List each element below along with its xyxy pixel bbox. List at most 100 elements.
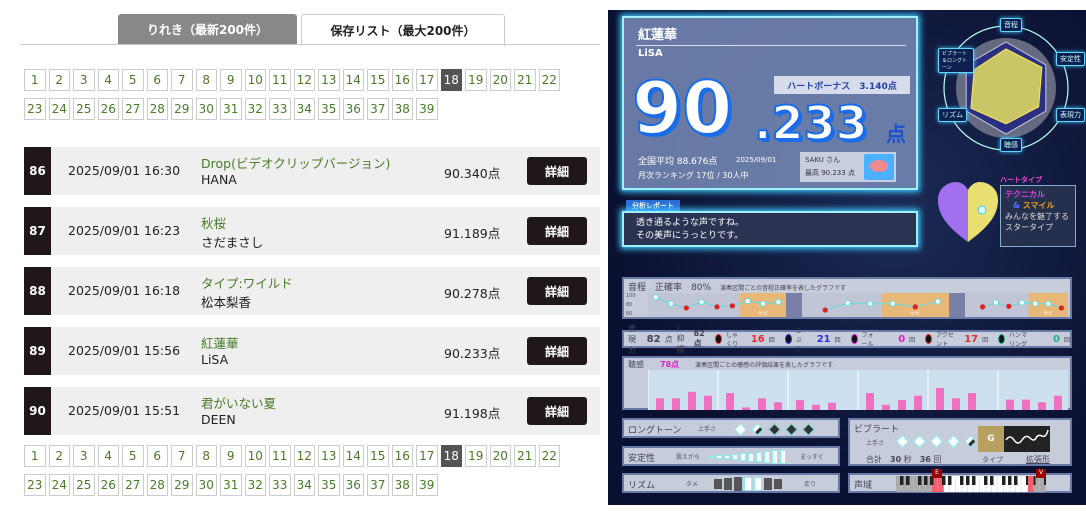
page-link[interactable]: 29 [171,98,193,120]
page-link[interactable]: 22 [538,69,560,91]
page-link[interactable]: 6 [146,445,168,467]
page-link[interactable]: 18 [440,69,462,91]
page-link[interactable]: 22 [538,445,560,467]
page-link[interactable]: 39 [416,98,438,120]
page-link[interactable]: 38 [391,474,413,496]
page-link[interactable]: 18 [440,445,462,467]
song-title-link[interactable]: タイプ:ワイルド [201,276,293,291]
page-link[interactable]: 17 [416,69,438,91]
page-link[interactable]: 17 [416,445,438,467]
page-link[interactable]: 12 [293,69,315,91]
page-link[interactable]: 36 [342,474,364,496]
page-link[interactable]: 30 [195,474,217,496]
piano-key [1022,476,1028,492]
page-link[interactable]: 10 [244,69,266,91]
page-link[interactable]: 26 [97,98,119,120]
piano-key [962,476,968,492]
detail-button[interactable]: 詳細 [527,397,587,425]
page-link[interactable]: 3 [73,445,95,467]
page-link[interactable]: 32 [244,98,266,120]
page-link[interactable]: 31 [220,98,242,120]
detail-button[interactable]: 詳細 [527,277,587,305]
song-title-link[interactable]: 秋桜 [201,216,227,231]
page-link[interactable]: 27 [122,98,144,120]
page-link[interactable]: 28 [146,474,168,496]
page-link[interactable]: 14 [342,69,364,91]
page-link[interactable]: 13 [318,69,340,91]
page-link[interactable]: 33 [269,98,291,120]
page-link[interactable]: 3 [73,69,95,91]
page-link[interactable]: 2 [48,69,70,91]
vibrato-total-label: 合計 [866,455,882,464]
page-link[interactable]: 20 [489,69,511,91]
table-row: 90 2025/09/01 15:51 君がいない夏 DEEN 91.198点 詳細 [24,387,600,435]
pitch-point [775,298,782,306]
detail-button[interactable]: 詳細 [527,157,587,185]
page-link[interactable]: 16 [391,69,413,91]
page-link[interactable]: 24 [48,98,70,120]
tab-saved-list[interactable]: 保存リスト（最大200件） [301,14,505,46]
page-link[interactable]: 11 [269,445,291,467]
page-link[interactable]: 16 [391,445,413,467]
page-link[interactable]: 19 [465,69,487,91]
page-link[interactable]: 5 [122,69,144,91]
listening-bar [688,391,696,410]
detail-button[interactable]: 詳細 [527,337,587,365]
page-link[interactable]: 2 [48,445,70,467]
page-link[interactable]: 35 [318,98,340,120]
page-link[interactable]: 27 [122,474,144,496]
page-link[interactable]: 7 [171,69,193,91]
page-link[interactable]: 13 [318,445,340,467]
page-link[interactable]: 33 [269,474,291,496]
page-link[interactable]: 31 [220,474,242,496]
page-link[interactable]: 37 [367,98,389,120]
page-link[interactable]: 15 [367,69,389,91]
page-link[interactable]: 34 [293,98,315,120]
page-link[interactable]: 37 [367,474,389,496]
page-link[interactable]: 11 [269,69,291,91]
page-link[interactable]: 8 [195,445,217,467]
page-link[interactable]: 20 [489,445,511,467]
page-link[interactable]: 8 [195,69,217,91]
page-link[interactable]: 26 [97,474,119,496]
page-link[interactable]: 9 [220,69,242,91]
vibrato-times: 36 [919,455,931,464]
rating-diamond [896,435,909,448]
page-link[interactable]: 21 [514,69,536,91]
song-title-link[interactable]: Drop(ビデオクリップバージョン) [201,156,391,171]
page-link[interactable]: 25 [73,474,95,496]
page-link[interactable]: 36 [342,98,364,120]
song-title-link[interactable]: 君がいない夏 [201,396,277,411]
page-link[interactable]: 23 [24,98,46,120]
page-link[interactable]: 38 [391,98,413,120]
piano-black-key [918,476,922,485]
page-link[interactable]: 21 [514,445,536,467]
page-link[interactable]: 32 [244,474,266,496]
page-link[interactable]: 5 [122,445,144,467]
page-link[interactable]: 12 [293,445,315,467]
page-link[interactable]: 9 [220,445,242,467]
page-link[interactable]: 23 [24,474,46,496]
page-link[interactable]: 14 [342,445,364,467]
page-link[interactable]: 4 [97,69,119,91]
page-link[interactable]: 1 [24,69,46,91]
page-link[interactable]: 6 [146,69,168,91]
page-link[interactable]: 4 [97,445,119,467]
tab-history[interactable]: りれき（最新200件） [118,14,297,45]
page-link[interactable]: 1 [24,445,46,467]
page-link[interactable]: 19 [465,445,487,467]
page-link[interactable]: 7 [171,445,193,467]
detail-button[interactable]: 詳細 [527,217,587,245]
page-link[interactable]: 10 [244,445,266,467]
page-link[interactable]: 39 [416,474,438,496]
page-link[interactable]: 35 [318,474,340,496]
page-link[interactable]: 30 [195,98,217,120]
page-link[interactable]: 28 [146,98,168,120]
page-link[interactable]: 15 [367,445,389,467]
page-link[interactable]: 25 [73,98,95,120]
page-link[interactable]: 29 [171,474,193,496]
page-link[interactable]: 24 [48,474,70,496]
heart-type-label: ハートタイプ [1000,176,1042,184]
page-link[interactable]: 34 [293,474,315,496]
song-title-link[interactable]: 紅蓮華 [201,336,239,351]
